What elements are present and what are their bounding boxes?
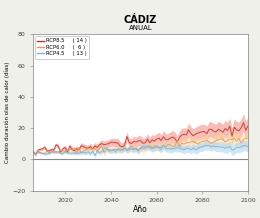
Y-axis label: Cambio duración olas de calor (días): Cambio duración olas de calor (días) [4, 62, 10, 163]
Title: CÁDIZ: CÁDIZ [124, 15, 157, 25]
Text: ANUAL: ANUAL [129, 25, 152, 31]
Legend: RCP8.5     ( 14 ), RCP6.0     (  6 ), RCP4.5     ( 13 ): RCP8.5 ( 14 ), RCP6.0 ( 6 ), RCP4.5 ( 13… [35, 36, 89, 59]
X-axis label: Año: Año [133, 205, 148, 214]
